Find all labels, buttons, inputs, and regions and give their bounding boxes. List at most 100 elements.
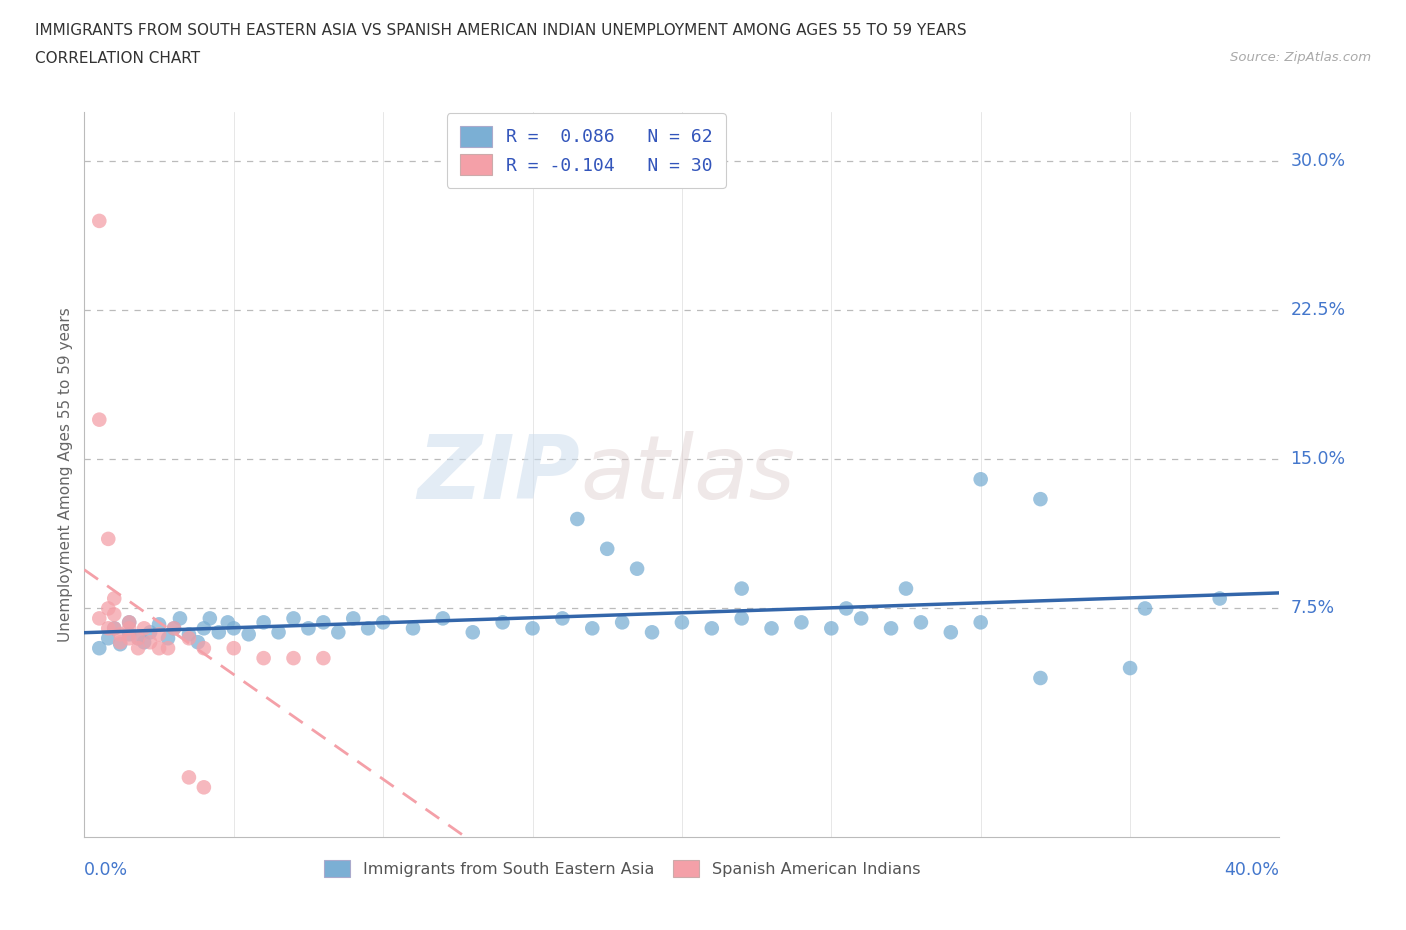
Point: [103, 607, 125, 622]
Point: [1119, 660, 1142, 675]
Point: [177, 631, 200, 645]
Point: [641, 625, 664, 640]
Point: [132, 635, 156, 650]
Point: [253, 651, 276, 666]
Point: [89, 641, 111, 656]
Point: [851, 611, 873, 626]
Point: [177, 627, 200, 642]
Point: [118, 631, 141, 645]
Text: atlas: atlas: [581, 432, 796, 517]
Point: [110, 635, 132, 650]
Point: [148, 617, 170, 631]
Point: [581, 621, 603, 636]
Point: [312, 615, 335, 630]
Point: [222, 641, 245, 656]
Point: [132, 621, 156, 636]
Y-axis label: Unemployment Among Ages 55 to 59 years: Unemployment Among Ages 55 to 59 years: [58, 307, 73, 642]
Text: 15.0%: 15.0%: [1291, 450, 1346, 469]
Point: [139, 635, 162, 650]
Point: [910, 615, 932, 630]
Point: [148, 627, 170, 642]
Point: [283, 651, 305, 666]
Point: [522, 621, 544, 636]
Point: [626, 562, 648, 577]
Point: [169, 611, 191, 626]
Point: [217, 615, 239, 630]
Legend: Immigrants from South Eastern Asia, Spanish American Indians: Immigrants from South Eastern Asia, Span…: [318, 854, 927, 883]
Point: [89, 611, 111, 626]
Point: [103, 621, 125, 636]
Text: CORRELATION CHART: CORRELATION CHART: [35, 51, 200, 66]
Point: [283, 611, 305, 626]
Point: [139, 625, 162, 640]
Point: [432, 611, 454, 626]
Point: [89, 214, 111, 229]
Text: ZIP: ZIP: [418, 431, 581, 518]
Point: [118, 615, 141, 630]
Point: [187, 635, 209, 650]
Point: [297, 621, 319, 636]
Point: [97, 531, 120, 546]
Point: [148, 641, 170, 656]
Point: [835, 601, 858, 616]
Point: [970, 615, 993, 630]
Point: [97, 601, 120, 616]
Text: 30.0%: 30.0%: [1291, 153, 1346, 170]
Point: [97, 621, 120, 636]
Text: 22.5%: 22.5%: [1291, 301, 1346, 319]
Point: [118, 627, 141, 642]
Point: [118, 615, 141, 630]
Point: [1029, 671, 1052, 685]
Point: [238, 627, 260, 642]
Point: [267, 625, 290, 640]
Point: [731, 611, 754, 626]
Text: IMMIGRANTS FROM SOUTH EASTERN ASIA VS SPANISH AMERICAN INDIAN UNEMPLOYMENT AMONG: IMMIGRANTS FROM SOUTH EASTERN ASIA VS SP…: [35, 23, 967, 38]
Point: [198, 611, 221, 626]
Point: [970, 472, 993, 486]
Point: [253, 615, 276, 630]
Point: [118, 621, 141, 636]
Point: [820, 621, 842, 636]
Point: [790, 615, 813, 630]
Point: [163, 621, 186, 636]
Point: [193, 641, 215, 656]
Point: [402, 621, 425, 636]
Point: [312, 651, 335, 666]
Point: [163, 621, 186, 636]
Point: [492, 615, 515, 630]
Text: 40.0%: 40.0%: [1225, 861, 1279, 879]
Point: [731, 581, 754, 596]
Point: [328, 625, 350, 640]
Point: [1209, 591, 1232, 606]
Point: [612, 615, 634, 630]
Point: [110, 637, 132, 652]
Point: [127, 641, 149, 656]
Point: [89, 412, 111, 427]
Point: [193, 780, 215, 795]
Point: [761, 621, 783, 636]
Point: [357, 621, 380, 636]
Point: [671, 615, 693, 630]
Point: [193, 621, 215, 636]
Point: [700, 621, 723, 636]
Point: [222, 621, 245, 636]
Text: Source: ZipAtlas.com: Source: ZipAtlas.com: [1230, 51, 1371, 64]
Point: [1029, 492, 1052, 507]
Point: [373, 615, 395, 630]
Point: [97, 631, 120, 645]
Point: [110, 627, 132, 642]
Point: [157, 641, 180, 656]
Point: [127, 631, 149, 645]
Point: [342, 611, 364, 626]
Point: [157, 631, 180, 645]
Point: [880, 621, 903, 636]
Point: [103, 621, 125, 636]
Point: [177, 770, 200, 785]
Text: 0.0%: 0.0%: [84, 861, 128, 879]
Point: [596, 541, 619, 556]
Text: 7.5%: 7.5%: [1291, 600, 1334, 618]
Point: [127, 631, 149, 645]
Point: [939, 625, 962, 640]
Point: [551, 611, 574, 626]
Point: [461, 625, 484, 640]
